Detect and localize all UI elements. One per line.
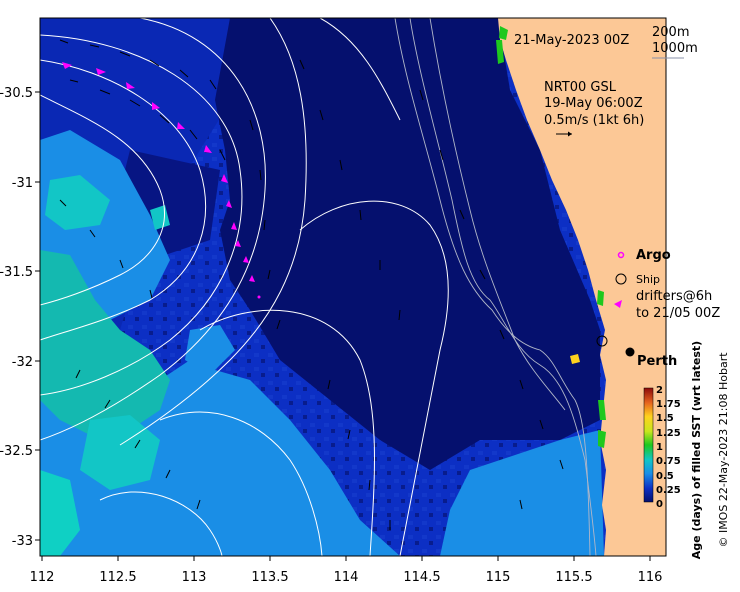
- colorbar-tick: 1.25: [656, 428, 681, 439]
- drifter-legend-icon: [614, 300, 622, 308]
- city-label-perth: Perth: [637, 354, 677, 369]
- colorbar: 2 1.75 1.5 1.25 1 0.75 0.5 0.25 0: [643, 385, 681, 510]
- drifter-track: [62, 62, 261, 299]
- x-tick-label: 113: [182, 570, 207, 585]
- x-tick-label: 115.5: [555, 570, 592, 585]
- y-tick-label: -30.5: [0, 86, 33, 101]
- y-tick-label: -31.5: [0, 265, 33, 280]
- map-layers: [40, 18, 666, 556]
- colorbar-tick: 1.5: [656, 413, 674, 424]
- colorbar-tick: 0.75: [656, 456, 681, 467]
- colorbar-ramp: [643, 387, 654, 503]
- ssh-contours: [40, 18, 449, 556]
- coast-green-south: [597, 290, 606, 448]
- bathymetry-contours: [394, 18, 597, 556]
- scale-arrow: [556, 131, 572, 137]
- sst-region-light-se: [440, 430, 604, 556]
- colorbar-title: Age (days) of filled SST (wrt latest): [690, 341, 703, 559]
- colorbar-tick: 0.5: [656, 471, 674, 482]
- y-tick-label: -32: [12, 355, 33, 370]
- sst-region-cyan-3: [80, 415, 160, 490]
- ship-legend-label: Ship: [636, 273, 660, 286]
- x-tick-label: 112: [30, 570, 55, 585]
- y-tick-label: -32.5: [0, 444, 33, 459]
- coast-green-strip: [496, 26, 508, 64]
- argo-legend-icon: [617, 251, 625, 259]
- sst-region-light-mid: [185, 325, 235, 375]
- current-vectors: [59, 39, 564, 530]
- colorbar-tick: 2: [656, 385, 663, 396]
- x-tick-label: 115: [486, 570, 511, 585]
- perth-marker: [625, 347, 635, 357]
- land-australia: [498, 18, 666, 556]
- contour-legend-200m: 200m: [652, 25, 689, 40]
- y-tick-label: -33: [12, 534, 33, 549]
- ship-marker: [596, 335, 608, 347]
- sst-region-deep: [215, 18, 600, 470]
- y-tick-label: -31: [12, 176, 33, 191]
- drifter-legend-label-1: drifters@6h: [636, 289, 712, 304]
- sst-region-cyan-1: [45, 175, 110, 230]
- date-label: 21-May-2023 00Z: [514, 33, 629, 48]
- scale-label: 0.5m/s (1kt 6h): [544, 113, 644, 128]
- x-axis: 112 112.5 113 113.5 114 114.5 115 115.5 …: [30, 556, 663, 585]
- product-label: NRT00 GSL: [544, 80, 617, 95]
- x-tick-label: 116: [638, 570, 663, 585]
- contour-legend-1000m: 1000m: [652, 41, 698, 56]
- colorbar-tick: 1: [656, 442, 663, 453]
- sst-region-cyan-4: [40, 470, 80, 556]
- y-axis: -30.5 -31 -31.5 -32 -32.5 -33: [0, 86, 40, 549]
- x-tick-label: 114.5: [403, 570, 440, 585]
- map-legend: Argo Ship drifters@6h to 21/05 00Z: [614, 248, 720, 321]
- plot-frame: [39, 17, 667, 557]
- colorbar-tick: 0: [656, 499, 663, 510]
- x-tick-label: 114: [334, 570, 359, 585]
- field-time-label: 19-May 06:00Z: [544, 96, 643, 111]
- colorbar-tick: 0.25: [656, 485, 681, 496]
- sst-region-cyan-2: [40, 250, 170, 440]
- coast-yellow: [570, 354, 580, 364]
- credit-label: © IMOS 22-May-2023 21:08 Hobart: [717, 352, 730, 548]
- x-tick-label: 112.5: [99, 570, 136, 585]
- argo-legend-label: Argo: [636, 248, 671, 263]
- colorbar-tick: 1.75: [656, 399, 681, 410]
- drifter-legend-label-2: to 21/05 00Z: [636, 306, 720, 321]
- x-tick-label: 113.5: [251, 570, 288, 585]
- ship-legend-icon: [615, 273, 627, 285]
